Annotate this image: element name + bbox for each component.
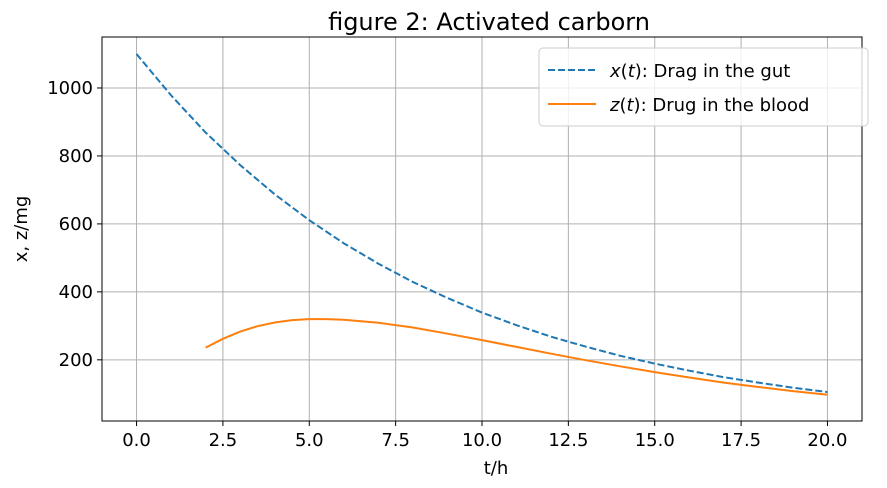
legend-box (538, 47, 869, 127)
legend-entry-z: z(t): Drug in the blood (609, 95, 809, 116)
x-tick-label: 7.5 (381, 430, 410, 451)
series-layer (135, 53, 828, 396)
x-tick-label: 15.0 (635, 430, 675, 451)
x-tick-label: 10.0 (462, 430, 502, 451)
x-tick-label: 2.5 (209, 430, 238, 451)
y-axis-label: x, z/mg (11, 196, 32, 263)
y-tick-label: 200 (59, 350, 93, 371)
legend: x(t): Drag in the gut z(t): Drug in the b… (538, 47, 869, 127)
y-tick-label: 400 (59, 282, 93, 303)
series-line-x (135, 53, 828, 394)
x-tick-label: 17.5 (721, 430, 761, 451)
x-tick-label: 20.0 (807, 430, 847, 451)
ticks: 0.0 2.5 5.0 7.5 10.0 12.5 15.0 17.5 20.0 200 400 60… (47, 78, 847, 451)
x-axis-label: t/h (484, 458, 509, 479)
series-line-z (205, 318, 828, 396)
y-tick-label: 800 (59, 146, 93, 167)
y-tick-label: 600 (59, 214, 93, 235)
y-tick-label: 1000 (47, 78, 93, 99)
x-tick-label: 5.0 (295, 430, 324, 451)
legend-entry-x: x(t): Drag in the gut (609, 61, 790, 82)
chart-title: figure 2: Activated carborn (328, 8, 650, 36)
x-tick-label: 0.0 (122, 430, 151, 451)
x-tick-label: 12.5 (548, 430, 588, 451)
